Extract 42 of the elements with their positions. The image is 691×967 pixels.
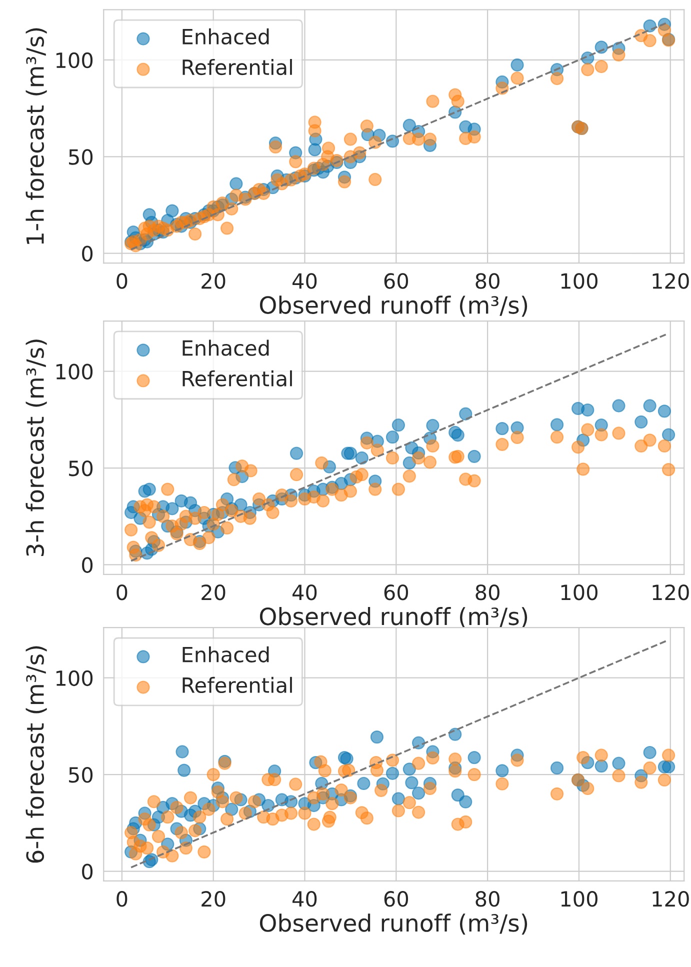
x-tick-label: 40	[292, 584, 317, 600]
x-tick-label: 100	[561, 273, 598, 289]
y-tick-label: 0	[82, 557, 93, 573]
y-axis-title: 3-h forecast (m³/s)	[26, 340, 47, 556]
y-tick-label: 100	[56, 670, 93, 686]
x-tick-label: 60	[384, 891, 408, 907]
y-tick-label: 50	[69, 767, 93, 783]
x-tick-label: 120	[652, 584, 689, 600]
x-axis-title: Observed runoff (m³/s)	[260, 607, 528, 628]
x-tick-label: 40	[292, 273, 317, 289]
legend-label: Referential	[182, 59, 292, 76]
x-tick-label: 80	[476, 273, 500, 289]
x-axis-title: Observed runoff (m³/s)	[260, 296, 528, 317]
y-tick-label: 0	[82, 246, 93, 262]
x-axis-title: Observed runoff (m³/s)	[260, 914, 528, 935]
x-tick-label: 80	[476, 891, 500, 907]
x-tick-label: 20	[202, 891, 226, 907]
x-tick-label: 60	[384, 584, 408, 600]
legend-label: Referential	[182, 676, 292, 694]
y-axis-title: 1-h forecast (m³/s)	[26, 28, 47, 244]
x-tick-label: 0	[116, 273, 128, 289]
y-axis-title: 6-h forecast (m³/s)	[26, 646, 47, 863]
x-tick-label: 80	[476, 584, 500, 600]
x-tick-label: 40	[292, 891, 317, 907]
x-tick-label: 120	[652, 273, 689, 289]
legend-label: Referential	[182, 370, 292, 386]
y-tick-label: 0	[82, 864, 93, 880]
y-tick-label: 100	[56, 364, 93, 380]
x-tick-label: 100	[561, 584, 598, 600]
x-tick-label: 0	[116, 891, 128, 907]
x-tick-label: 0	[116, 584, 128, 600]
x-tick-label: 20	[202, 584, 226, 600]
legend-label: Enhaced	[182, 646, 269, 662]
y-tick-label: 50	[69, 460, 93, 476]
legend-label: Enhaced	[182, 28, 269, 45]
x-tick-label: 100	[561, 891, 598, 907]
x-tick-label: 120	[652, 891, 689, 907]
y-tick-label: 50	[69, 149, 93, 165]
x-tick-label: 20	[202, 273, 226, 289]
y-tick-label: 100	[56, 52, 93, 68]
legend-label: Enhaced	[182, 340, 269, 356]
x-tick-label: 60	[384, 273, 408, 289]
